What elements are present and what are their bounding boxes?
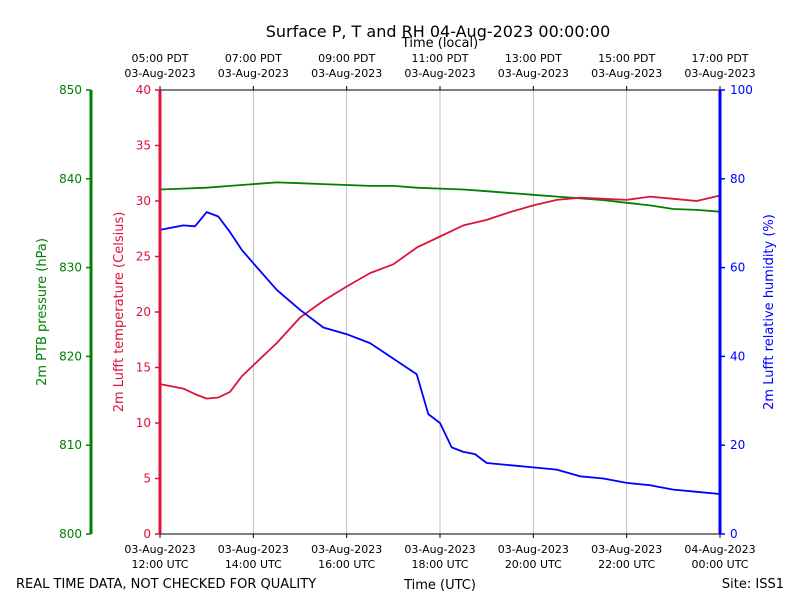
temperature-tick-label: 5 xyxy=(143,472,151,486)
x-tick-local-time: 13:00 PDT xyxy=(505,52,562,65)
x-tick-utc-time: 20:00 UTC xyxy=(505,558,562,571)
humidity-axis-label: 2m Lufft relative humidity (%) xyxy=(762,214,777,410)
humidity-tick-label: 80 xyxy=(730,172,745,186)
x-tick-local-date: 03-Aug-2023 xyxy=(404,67,475,80)
bottom-axis-label: Time (UTC) xyxy=(403,578,476,593)
axes-layer: 03-Aug-2023 12:00 UTC 03-Aug-2023 14:00 UTC… xyxy=(35,52,777,571)
x-tick-local-date: 03-Aug-2023 xyxy=(124,67,195,80)
x-tick-local-time: 15:00 PDT xyxy=(598,52,655,65)
x-tick-local-time: 11:00 PDT xyxy=(411,52,468,65)
x-tick-utc-time: 22:00 UTC xyxy=(598,558,655,571)
top-axis-label: Time (local) xyxy=(401,36,478,51)
x-tick-utc-date: 03-Aug-2023 xyxy=(124,543,195,556)
temperature-axis-label: 2m Lufft temperature (Celsius) xyxy=(112,212,127,413)
series-line-pressure xyxy=(159,181,721,213)
pressure-tick-label: 830 xyxy=(59,261,82,275)
pressure-tick-label: 850 xyxy=(59,83,82,97)
x-tick-local-date: 03-Aug-2023 xyxy=(498,67,569,80)
x-tick-utc-date: 03-Aug-2023 xyxy=(311,543,382,556)
x-tick-local-time: 09:00 PDT xyxy=(318,52,375,65)
x-tick-local-date: 03-Aug-2023 xyxy=(218,67,289,80)
x-tick-utc-time: 16:00 UTC xyxy=(318,558,375,571)
x-tick-local-time: 05:00 PDT xyxy=(131,52,188,65)
x-tick-local-date: 03-Aug-2023 xyxy=(311,67,382,80)
pressure-tick-label: 840 xyxy=(59,172,82,186)
x-tick-local-date: 03-Aug-2023 xyxy=(684,67,755,80)
series-line-humidity xyxy=(159,211,721,495)
pressure-tick-label: 820 xyxy=(59,349,82,363)
temperature-tick-label: 25 xyxy=(136,250,151,264)
pressure-tick-label: 810 xyxy=(59,438,82,452)
grid xyxy=(252,90,628,534)
x-tick-utc-time: 14:00 UTC xyxy=(225,558,282,571)
series-line-temperature xyxy=(159,194,721,400)
x-tick-utc-time: 12:00 UTC xyxy=(131,558,188,571)
humidity-tick-label: 0 xyxy=(730,527,738,541)
chart-title: Surface P, T and RH 04-Aug-2023 00:00:00 xyxy=(266,22,611,41)
humidity-tick-label: 20 xyxy=(730,438,745,452)
x-tick-utc-date: 03-Aug-2023 xyxy=(591,543,662,556)
site-label: Site: ISS1 xyxy=(722,577,784,592)
temperature-tick-label: 15 xyxy=(136,361,151,375)
humidity-tick-label: 60 xyxy=(730,261,745,275)
series-layer xyxy=(159,181,721,495)
x-tick-utc-date: 03-Aug-2023 xyxy=(498,543,569,556)
x-tick-utc-date: 03-Aug-2023 xyxy=(404,543,475,556)
x-tick-local-date: 03-Aug-2023 xyxy=(591,67,662,80)
pressure-axis-label: 2m PTB pressure (hPa) xyxy=(35,238,50,386)
temperature-tick-label: 10 xyxy=(136,416,151,430)
x-tick-utc-time: 18:00 UTC xyxy=(411,558,468,571)
temperature-tick-label: 35 xyxy=(136,139,151,153)
temperature-tick-label: 0 xyxy=(143,527,151,541)
x-tick-utc-time: 00:00 UTC xyxy=(691,558,748,571)
temperature-tick-label: 20 xyxy=(136,305,151,319)
x-tick-utc-date: 03-Aug-2023 xyxy=(218,543,289,556)
pressure-tick-label: 800 xyxy=(59,527,82,541)
x-tick-local-time: 07:00 PDT xyxy=(225,52,282,65)
x-tick-local-time: 17:00 PDT xyxy=(691,52,748,65)
temperature-tick-label: 40 xyxy=(136,83,151,97)
quality-disclaimer: REAL TIME DATA, NOT CHECKED FOR QUALITY xyxy=(16,577,316,592)
humidity-tick-label: 100 xyxy=(730,83,753,97)
temperature-tick-label: 30 xyxy=(136,194,151,208)
x-tick-utc-date: 04-Aug-2023 xyxy=(684,543,755,556)
humidity-tick-label: 40 xyxy=(730,349,745,363)
